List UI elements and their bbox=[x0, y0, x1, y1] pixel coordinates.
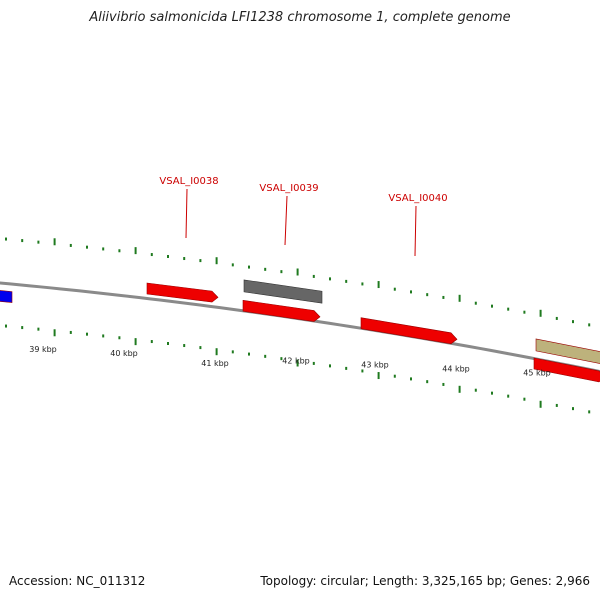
gene-red-1[interactable] bbox=[146, 282, 219, 303]
gene-gray-2[interactable] bbox=[243, 279, 323, 304]
gene-label-vsal-i0039[interactable]: VSAL_I0039 bbox=[259, 183, 318, 194]
gene-label-vsal-i0040[interactable]: VSAL_I0040 bbox=[388, 193, 447, 204]
gene-label-leaders bbox=[185, 188, 417, 257]
gene-label-vsal-i0038[interactable]: VSAL_I0038 bbox=[159, 176, 218, 187]
accession-text: Accession: NC_011312 bbox=[9, 574, 146, 588]
scale-label-40-kbp: 40 kbp bbox=[110, 349, 138, 358]
gene-tan-5[interactable] bbox=[535, 338, 600, 365]
scale-label-39-kbp: 39 kbp bbox=[29, 345, 57, 354]
gene-features bbox=[0, 279, 600, 383]
genome-summary-text: Topology: circular; Length: 3,325,165 bp… bbox=[260, 574, 590, 588]
scale-label-41-kbp: 41 kbp bbox=[201, 359, 229, 368]
scale-label-43-kbp: 43 kbp bbox=[361, 361, 389, 370]
gene-red-6[interactable] bbox=[533, 357, 600, 383]
gene-red-4[interactable] bbox=[360, 317, 458, 345]
outer-tick-ring bbox=[5, 237, 591, 327]
gene-blue-0[interactable] bbox=[0, 290, 13, 303]
scale-label-44-kbp: 44 kbp bbox=[442, 365, 470, 374]
scale-label-42-kbp: 42 kbp bbox=[282, 357, 310, 366]
scale-label-45-kbp: 45 kbp bbox=[523, 368, 551, 377]
gene-label-leader bbox=[284, 195, 288, 246]
inner-tick-ring bbox=[5, 324, 591, 414]
gene-red-3[interactable] bbox=[242, 299, 321, 322]
gene-label-leader bbox=[185, 188, 188, 239]
map-title: Aliivibrio salmonicida LFI1238 chromosom… bbox=[89, 10, 511, 25]
gene-label-leader bbox=[414, 205, 417, 257]
